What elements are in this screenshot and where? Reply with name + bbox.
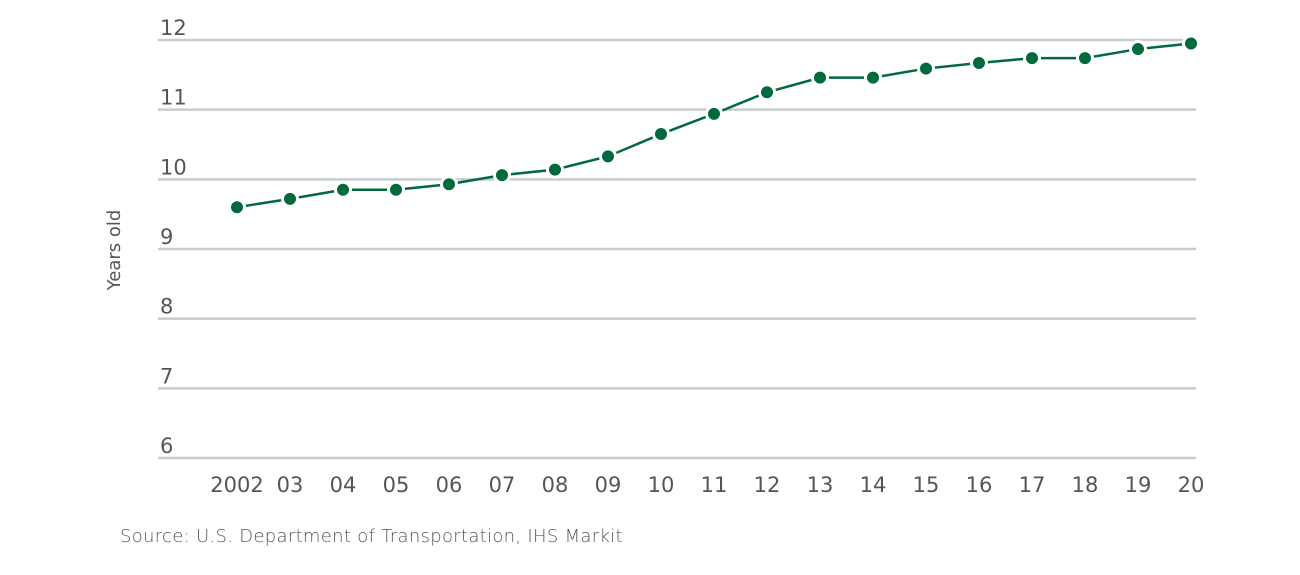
data-point	[1129, 40, 1147, 59]
x-tick-label: 04	[330, 473, 357, 497]
y-tick-label: 11	[160, 86, 187, 110]
data-point	[652, 125, 670, 144]
x-tick-label: 06	[436, 473, 463, 497]
data-point	[440, 175, 458, 194]
x-tick-label: 16	[966, 473, 993, 497]
data-point	[281, 189, 299, 208]
x-tick-labels: 2002 03 04 05 06 07 08 09 10 11 12 13 14 15 16 17 18 19 20	[210, 473, 1204, 497]
data-point	[1076, 49, 1094, 68]
data-point	[1182, 34, 1200, 53]
y-tick-labels: 6 7 8 9 10 11 12	[160, 16, 187, 458]
data-point	[546, 160, 564, 179]
data-point	[493, 166, 511, 185]
x-tick-label: 2002	[210, 473, 263, 497]
series-path	[236, 42, 1192, 209]
x-tick-label: 09	[595, 473, 622, 497]
data-point	[811, 68, 829, 87]
y-tick-label: 7	[160, 364, 173, 388]
y-tick-label: 9	[160, 225, 173, 249]
x-tick-label: 07	[489, 473, 516, 497]
data-point	[864, 68, 882, 87]
x-tick-label: 12	[754, 473, 781, 497]
x-tick-label: 19	[1125, 473, 1152, 497]
x-tick-label: 13	[807, 473, 834, 497]
x-tick-label: 11	[701, 473, 728, 497]
y-tick-label: 8	[160, 295, 173, 319]
gridlines	[158, 38, 1196, 460]
data-point	[970, 53, 988, 72]
x-tick-label: 10	[648, 473, 675, 497]
data-point	[705, 104, 723, 123]
y-tick-label: 12	[160, 16, 187, 40]
x-tick-label: 20	[1178, 473, 1205, 497]
x-tick-label: 14	[860, 473, 887, 497]
x-tick-label: 15	[913, 473, 940, 497]
x-tick-label: 17	[1019, 473, 1046, 497]
y-tick-label: 6	[160, 434, 173, 458]
data-point	[334, 180, 352, 199]
data-point	[758, 83, 776, 102]
y-tick-label: 10	[160, 155, 187, 179]
x-tick-label: 03	[277, 473, 304, 497]
data-point	[228, 198, 246, 217]
x-tick-label: 18	[1072, 473, 1099, 497]
y-axis-title: Years old	[104, 210, 125, 292]
x-tick-label: 08	[542, 473, 569, 497]
source-note: Source: U.S. Department of Transportatio…	[120, 526, 623, 547]
line-chart: 6 7 8 9 10 11 12 2002 03 04 05 06 07 08 09 10 11 12 13 14 1…	[104, 16, 1204, 497]
x-tick-label: 05	[383, 473, 410, 497]
series-line	[228, 34, 1200, 217]
data-point	[387, 180, 405, 199]
data-point	[917, 59, 935, 78]
data-point	[599, 147, 617, 166]
data-point	[1023, 49, 1041, 68]
